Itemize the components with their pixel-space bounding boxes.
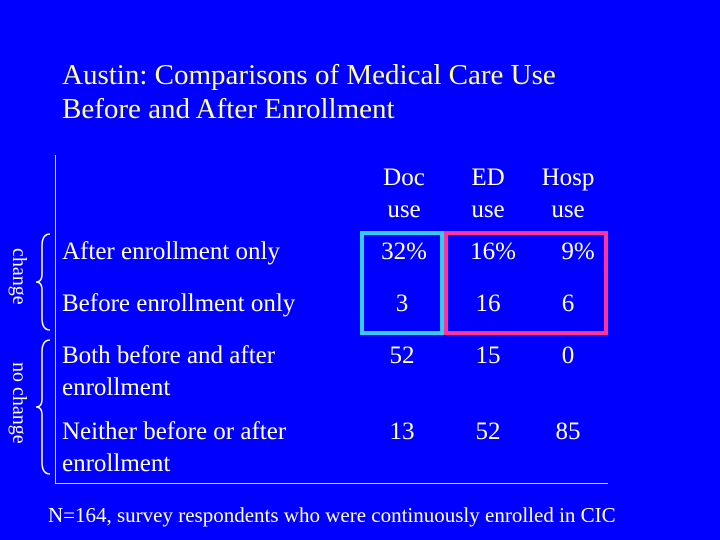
table-frame [55, 155, 608, 484]
row-label-neither-line2: enrollment [62, 450, 171, 477]
column-header-hosp-line1: Hosp [541, 164, 595, 191]
cell-both-doc: 52 [389, 342, 415, 369]
cell-neither-doc: 13 [389, 418, 415, 445]
row-label-neither-line1: Neither before or after [62, 418, 287, 445]
cell-both-hosp: 0 [561, 342, 575, 369]
column-header-hosp-line2: use [551, 196, 585, 223]
cell-after-ed: 16% [470, 238, 516, 265]
column-header-ed-line2: use [471, 196, 505, 223]
column-header-ed: ED use [448, 162, 528, 226]
row-label-both-line2: enrollment [62, 374, 171, 401]
title-line-2: Before and After Enrollment [62, 93, 395, 125]
cell-neither-hosp: 85 [555, 418, 581, 445]
group-label-change: change [8, 248, 30, 305]
column-header-doc-line1: Doc [383, 164, 425, 191]
cell-after-doc: 32% [381, 238, 427, 265]
column-header-hosp: Hosp use [528, 162, 608, 226]
cell-before-hosp: 6 [561, 290, 575, 317]
brace-no-change-icon [35, 339, 51, 475]
group-label-no-change: no change [8, 362, 30, 444]
footnote: N=164, survey respondents who were conti… [48, 503, 616, 527]
cell-neither-ed: 52 [475, 418, 501, 445]
row-label-both-line1: Both before and after [62, 342, 276, 369]
row-label-neither: Neither before or after enrollment [62, 416, 286, 480]
cell-after-hosp: 9% [561, 238, 595, 265]
title-line-1: Austin: Comparisons of Medical Care Use [62, 59, 556, 91]
row-label-before-only: Before enrollment only [62, 290, 296, 317]
column-header-ed-line1: ED [471, 164, 505, 191]
brace-change-icon [35, 233, 51, 331]
column-header-doc-line2: use [387, 196, 421, 223]
row-label-both: Both before and after enrollment [62, 340, 275, 404]
row-label-after-only: After enrollment only [62, 238, 280, 265]
slide-title: Austin: Comparisons of Medical Care Use … [62, 58, 556, 126]
doc-change-highlight-box [360, 231, 444, 335]
cell-before-doc: 3 [395, 290, 409, 317]
hosp-change-highlight-box [444, 231, 608, 335]
cell-before-ed: 16 [475, 290, 501, 317]
cell-both-ed: 15 [475, 342, 501, 369]
column-header-doc: Doc use [364, 162, 444, 226]
